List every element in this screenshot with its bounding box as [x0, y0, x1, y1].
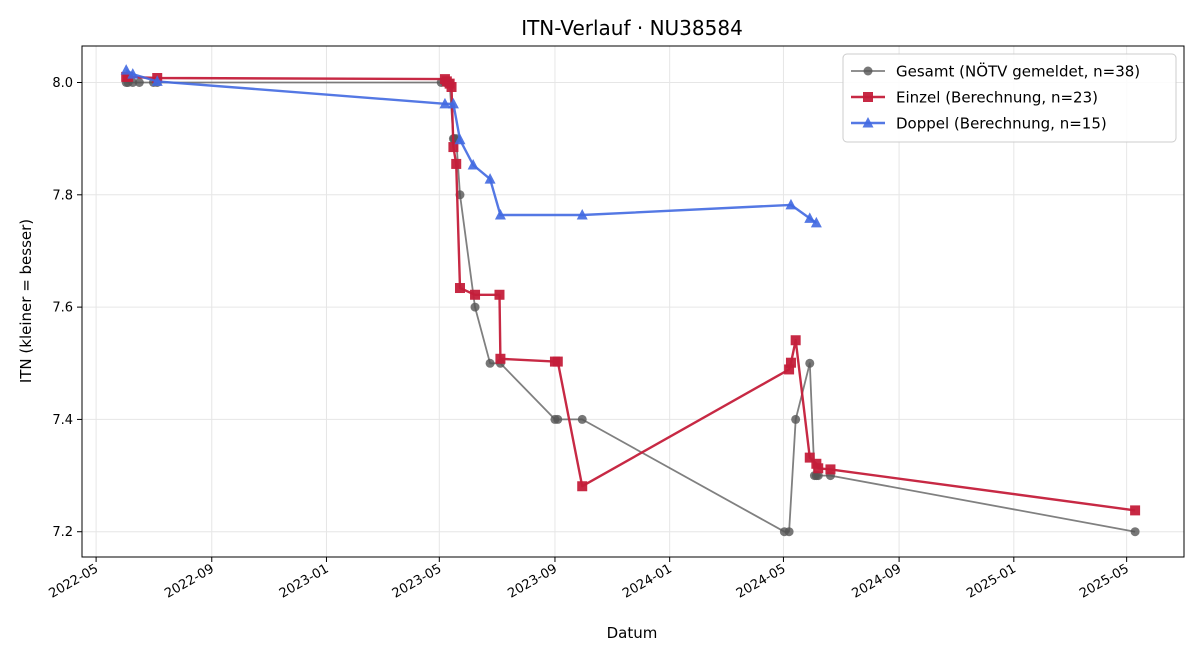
data-point-gesamt: [791, 414, 801, 424]
y-tick-label: 7.4: [52, 413, 73, 428]
data-point-einzel: [790, 335, 801, 346]
legend-box: [842, 53, 1177, 143]
data-point-einzel: [804, 452, 815, 463]
chart-title: ITN-Verlauf · NU38584: [521, 16, 743, 40]
data-point-gesamt: [813, 471, 823, 481]
data-point-einzel: [552, 356, 563, 367]
data-point-einzel: [813, 463, 824, 474]
data-point-doppel: [439, 97, 451, 109]
data-point-gesamt: [470, 302, 480, 312]
data-point-einzel: [446, 81, 457, 92]
legend-marker-einzel: [863, 92, 873, 102]
data-point-einzel: [825, 464, 836, 475]
data-point-einzel: [1130, 505, 1141, 516]
data-point-doppel: [467, 159, 479, 170]
data-point-gesamt: [485, 358, 495, 368]
data-point-doppel: [494, 209, 506, 220]
y-tick-label: 7.6: [52, 301, 73, 316]
y-tick-label: 7.8: [52, 188, 73, 203]
legend: Gesamt (NÖTV gemeldet, n=38) Einzel (Bere…: [842, 53, 1177, 143]
legend-label-gesamt: Gesamt (NÖTV gemeldet, n=38): [896, 62, 1140, 81]
data-point-gesamt: [577, 414, 587, 424]
data-point-gesamt: [134, 78, 144, 87]
data-point-doppel: [804, 212, 816, 223]
legend-label-einzel: Einzel (Berechnung, n=23): [896, 89, 1098, 107]
plot-frame: [81, 45, 1185, 558]
y-axis-title: ITN (kleiner = besser): [17, 219, 35, 383]
legend-items: Gesamt (NÖTV gemeldet, n=38) Einzel (Bere…: [851, 62, 1140, 133]
y-tick-label: 8.0: [52, 76, 73, 91]
data-point-doppel: [484, 173, 496, 184]
data-point-gesamt: [784, 527, 794, 537]
data-series: [120, 64, 1141, 537]
legend-marker-gesamt: [863, 66, 873, 76]
data-point-gesamt: [1130, 527, 1140, 537]
data-point-einzel: [495, 353, 506, 364]
data-point-gesamt: [553, 414, 563, 424]
series-einzel: [121, 71, 1141, 516]
data-point-gesamt: [805, 358, 815, 368]
legend-label-doppel: Doppel (Berechnung, n=15): [896, 115, 1107, 133]
legend-marker-doppel: [862, 117, 874, 128]
data-point-einzel: [454, 283, 465, 294]
data-point-einzel: [451, 158, 462, 169]
data-point-einzel: [448, 142, 459, 153]
data-point-doppel: [454, 133, 466, 145]
data-point-doppel: [447, 97, 459, 109]
x-axis-title: Datum: [607, 624, 658, 642]
data-point-doppel: [576, 209, 588, 220]
data-point-einzel: [784, 364, 795, 375]
data-point-doppel: [127, 68, 139, 79]
data-point-doppel: [120, 64, 132, 75]
data-point-einzel: [470, 289, 481, 300]
data-point-doppel: [785, 198, 797, 210]
data-point-doppel: [151, 75, 163, 86]
data-point-einzel: [123, 71, 134, 82]
data-point-einzel: [494, 289, 505, 300]
data-point-einzel: [577, 481, 588, 492]
data-point-doppel: [810, 216, 822, 228]
data-point-einzel: [785, 357, 796, 368]
series-doppel: [120, 64, 822, 228]
y-tick-label: 7.2: [52, 525, 73, 540]
